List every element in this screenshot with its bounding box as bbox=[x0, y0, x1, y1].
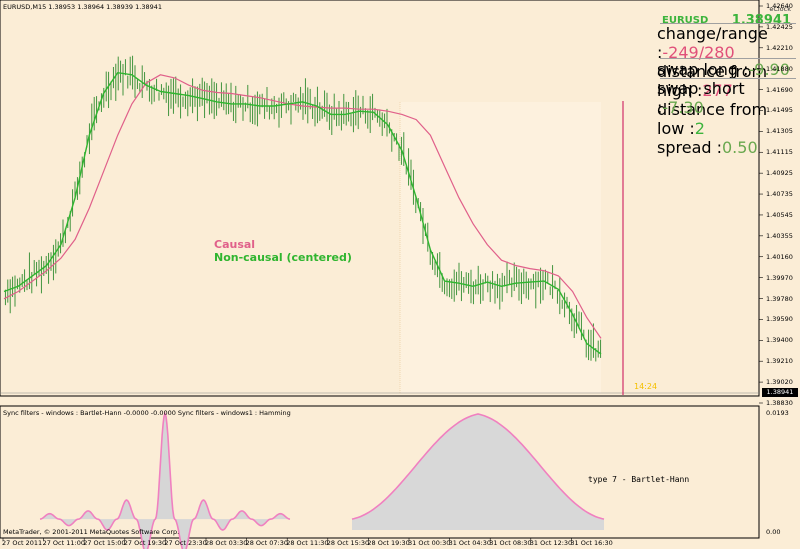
row-value: -9.90 bbox=[748, 60, 790, 79]
eclock-row: distance from high :277 bbox=[657, 62, 795, 100]
price-axis-label: 1.42210 bbox=[766, 43, 793, 52]
indicator-title: Sync filters - windows : Bartlet-Hann -0… bbox=[3, 409, 291, 417]
time-axis-label: 27 Oct 15:00 bbox=[83, 539, 126, 547]
eclock-row: swap long :-9.90 bbox=[657, 60, 795, 79]
price-axis-label: 1.42640 bbox=[766, 2, 793, 10]
symbol-header: EURUSD,M15 1.38953 1.38964 1.38939 1.389… bbox=[3, 3, 162, 11]
price-axis-label: 1.40355 bbox=[766, 231, 793, 240]
time-axis-label: 31 Oct 04:30 bbox=[448, 539, 491, 547]
row-value: 0.50 bbox=[722, 138, 758, 157]
bartlet-hann-fill bbox=[352, 414, 604, 530]
time-axis-label: 31 Oct 16:30 bbox=[570, 539, 613, 547]
time-axis-label: 28 Oct 11:30 bbox=[286, 539, 329, 547]
legend-noncausal: Non-causal (centered) bbox=[214, 251, 352, 264]
price-axis-label: 1.41305 bbox=[766, 127, 793, 136]
time-axis-label: 27 Oct 19:30 bbox=[123, 539, 167, 547]
price-axis-ticks bbox=[759, 5, 763, 404]
eclock-price: 1.38941 bbox=[731, 13, 791, 28]
price-axis-label: 1.40545 bbox=[766, 210, 793, 219]
time-axis-label: 31 Oct 00:30 bbox=[408, 539, 451, 547]
time-axis-label: 31 Oct 08:30 bbox=[489, 539, 532, 547]
bartlet-hann-line bbox=[351, 413, 605, 520]
time-axis-label: 28 Oct 15:30 bbox=[326, 539, 370, 547]
price-axis-label: 1.39590 bbox=[766, 315, 793, 324]
time-axis-label: 27 Oct 2011 bbox=[2, 539, 43, 547]
indicator-y-top: 0.0193 bbox=[766, 409, 789, 417]
price-axis-label: 1.41115 bbox=[766, 148, 793, 157]
time-axis-label: 31 Oct 12:30 bbox=[529, 539, 573, 547]
price-axis-label: 1.39400 bbox=[766, 336, 793, 345]
price-axis-label: 1.41880 bbox=[766, 64, 793, 73]
copyright-label: MetaTrader, © 2001-2011 MetaQuotes Softw… bbox=[3, 528, 180, 536]
row-value: 277 bbox=[702, 81, 733, 100]
time-axis-label: 27 Oct 11:00 bbox=[42, 539, 85, 547]
eclock-swap-rows: swap long :-9.90 swap short :-7.30 bbox=[657, 60, 795, 117]
price-axis-label: 1.41690 bbox=[766, 85, 793, 94]
row-value: -249/280 bbox=[662, 43, 735, 62]
highlight-zone bbox=[400, 102, 601, 393]
row-label: swap short : bbox=[657, 79, 745, 117]
eclock-row: swap short :-7.30 bbox=[657, 79, 795, 117]
row-label: change/range : bbox=[657, 24, 768, 62]
eclock-separator-top bbox=[660, 23, 796, 24]
time-axis-label: 28 Oct 07:30 bbox=[245, 539, 288, 547]
price-axis-label: 1.41495 bbox=[766, 106, 793, 115]
price-axis-label: 1.39780 bbox=[766, 294, 793, 303]
causal-filter-line bbox=[3, 74, 602, 339]
price-axis-label: 1.40160 bbox=[766, 252, 793, 261]
price-axis-label: 1.42425 bbox=[766, 22, 793, 31]
price-pane-frame bbox=[0, 0, 760, 397]
row-label: distance from low : bbox=[657, 100, 768, 138]
eclock-row: spread :0.50 bbox=[657, 138, 795, 157]
time-axis-ticks bbox=[2, 538, 572, 541]
price-axis-label: 1.39970 bbox=[766, 273, 793, 282]
row-value: 2 bbox=[694, 119, 705, 138]
hamming-filter-line bbox=[39, 411, 291, 549]
time-axis-label: 28 Oct 03:30 bbox=[205, 539, 248, 547]
eclock-row: distance from low :2 bbox=[657, 100, 795, 138]
time-label: 14:24 bbox=[634, 382, 658, 391]
row-value: -7.30 bbox=[662, 98, 704, 117]
eclock-title: eClock bbox=[769, 5, 791, 13]
legend-causal: Causal bbox=[214, 238, 256, 251]
price-axis-label: 1.40735 bbox=[766, 190, 793, 199]
row-label: swap long : bbox=[657, 60, 749, 79]
price-axis-label: 1.39210 bbox=[766, 357, 793, 366]
eclock-separator-mid bbox=[660, 58, 796, 59]
eclock-symbol: EURUSD bbox=[662, 15, 709, 26]
eclock-separator-bottom bbox=[660, 78, 796, 79]
eclock-row: change/range :-249/280 bbox=[657, 24, 795, 62]
time-axis-label: 27 Oct 23:30 bbox=[164, 539, 207, 547]
hamming-filter-fill bbox=[40, 414, 290, 549]
row-label: distance from high : bbox=[657, 62, 768, 100]
filter-type-label: type 7 - Bartlet-Hann bbox=[588, 475, 690, 484]
indicator-y-bottom: 0.00 bbox=[766, 528, 781, 536]
row-label: spread : bbox=[657, 138, 722, 157]
price-axis-label: 1.39020 bbox=[766, 378, 793, 387]
eclock-rows: change/range :-249/280 distance from hig… bbox=[657, 24, 795, 157]
noncausal-filter-line bbox=[3, 71, 602, 355]
price-axis-label: 1.38830 bbox=[766, 399, 793, 407]
price-axis-label: 1.40925 bbox=[766, 169, 793, 178]
current-price-tag: 1.38941 bbox=[762, 388, 798, 397]
time-axis-label: 28 Oct 19:30 bbox=[367, 539, 410, 547]
